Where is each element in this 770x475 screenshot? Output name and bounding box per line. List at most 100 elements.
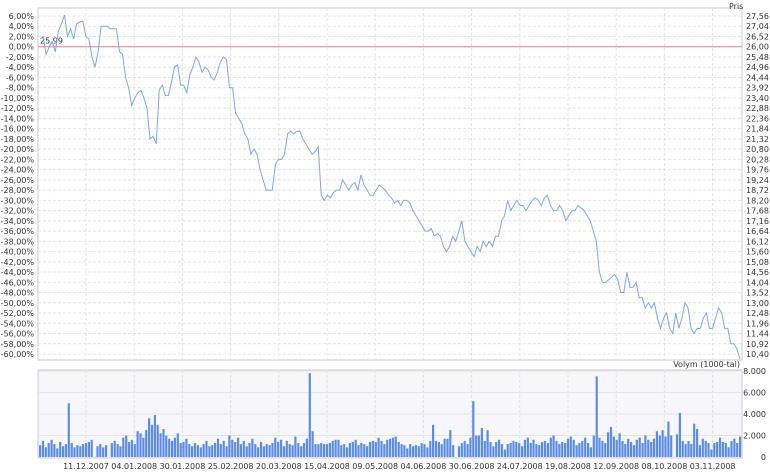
- right-tick-label: 24,96: [746, 63, 769, 72]
- volume-bar: [561, 441, 564, 457]
- volume-bar: [159, 433, 162, 457]
- price-axis-title: Pris: [729, 2, 743, 11]
- volume-bar: [389, 438, 392, 457]
- volume-bar: [466, 444, 469, 457]
- volume-bar: [262, 446, 265, 457]
- volume-bar: [739, 436, 742, 457]
- volume-bar: [512, 440, 515, 457]
- volume-bar: [383, 444, 386, 457]
- right-tick-label: 17,16: [746, 217, 769, 226]
- left-tick-label: -54,00%: [1, 319, 35, 328]
- left-tick-label: 2,00%: [9, 32, 35, 41]
- volume-bar: [202, 444, 205, 457]
- left-tick-label: -2,00%: [6, 53, 35, 62]
- volume-bar: [105, 445, 108, 457]
- right-tick-label: 11,44: [746, 330, 769, 339]
- volume-bar: [127, 441, 131, 457]
- x-tick-label: 25.02.2008: [208, 462, 254, 471]
- x-tick-label: 09.05.2008: [352, 462, 398, 471]
- volume-bar: [297, 443, 300, 457]
- right-tick-label: 22,36: [746, 114, 769, 123]
- volume-bar: [53, 444, 56, 457]
- volume-bar: [357, 445, 360, 457]
- volume-bar: [368, 441, 372, 457]
- volume-bar: [265, 444, 268, 457]
- left-tick-label: -38,00%: [1, 237, 35, 246]
- volume-bar: [360, 443, 363, 457]
- volume-bar: [185, 438, 188, 457]
- price-line: [39, 14, 741, 360]
- volume-bar: [173, 437, 176, 457]
- volume-bar: [477, 435, 481, 457]
- volume-bar: [535, 444, 538, 457]
- volume-bar: [675, 434, 679, 457]
- volume-bar: [113, 440, 116, 457]
- right-tick-label: 21,32: [746, 135, 769, 144]
- volume-bar: [624, 444, 627, 457]
- volume-bar: [171, 440, 174, 457]
- volume-bar: [193, 443, 197, 457]
- volume-bar: [50, 439, 53, 457]
- right-tick-label: 14,04: [746, 278, 769, 287]
- volume-bar: [340, 445, 343, 457]
- volume-bar: [555, 440, 558, 457]
- volume-bar: [337, 439, 340, 457]
- volume-bar: [96, 446, 99, 457]
- volume-bar: [237, 437, 240, 457]
- volume-bar: [110, 443, 113, 457]
- right-tick-label: 10,92: [746, 340, 769, 349]
- volume-bar: [363, 444, 366, 457]
- right-tick-label: 19,24: [746, 176, 769, 185]
- volume-bar: [208, 446, 211, 457]
- volume-bar: [601, 440, 604, 457]
- volume-bar: [320, 443, 323, 457]
- volume-bar: [133, 444, 136, 457]
- volume-bar: [423, 444, 426, 457]
- volume-bar: [219, 444, 222, 457]
- volume-bar: [291, 445, 294, 457]
- reference-label: 25,99: [40, 37, 63, 46]
- volume-bar: [176, 433, 179, 457]
- volume-bar: [630, 441, 633, 457]
- volume-bar: [300, 446, 303, 457]
- volume-bar: [492, 446, 495, 457]
- volume-bar: [483, 440, 486, 457]
- volume-bar: [609, 426, 613, 457]
- volume-bar: [346, 447, 349, 457]
- volume-bar: [394, 436, 397, 457]
- volume-bar: [305, 438, 308, 457]
- volume-bar: [228, 435, 231, 457]
- volume-bar: [391, 437, 395, 457]
- volume-bar: [480, 427, 483, 457]
- left-tick-label: -28,00%: [1, 186, 35, 195]
- volume-bar: [334, 439, 337, 457]
- volume-bar: [595, 376, 598, 457]
- volume-bar: [130, 439, 133, 457]
- left-tick-label: -46,00%: [1, 278, 35, 287]
- volume-bar: [650, 441, 653, 457]
- volume-bar: [647, 439, 650, 457]
- right-tick-label: 20,80: [746, 145, 769, 154]
- volume-bar: [343, 444, 346, 457]
- volume-bar: [182, 441, 185, 457]
- volume-bar: [122, 437, 125, 457]
- volume-bar: [475, 435, 478, 457]
- volume-bar: [552, 435, 555, 457]
- volume-bar: [216, 438, 220, 457]
- volume-bar: [538, 445, 541, 457]
- volume-bar: [225, 446, 228, 457]
- volume-bar: [234, 441, 237, 457]
- volume-bar: [288, 444, 291, 457]
- volume-bar: [259, 441, 263, 457]
- volume-bar: [707, 443, 710, 457]
- x-tick-label: 19.08.2008: [545, 462, 591, 471]
- volume-bar: [558, 444, 561, 457]
- volume-bar: [214, 443, 217, 457]
- volume-bar: [196, 445, 199, 457]
- volume-bar: [632, 445, 636, 457]
- volume-bar: [311, 431, 314, 457]
- right-tick-label: 23,40: [746, 94, 769, 103]
- left-tick-label: -20,00%: [1, 145, 35, 154]
